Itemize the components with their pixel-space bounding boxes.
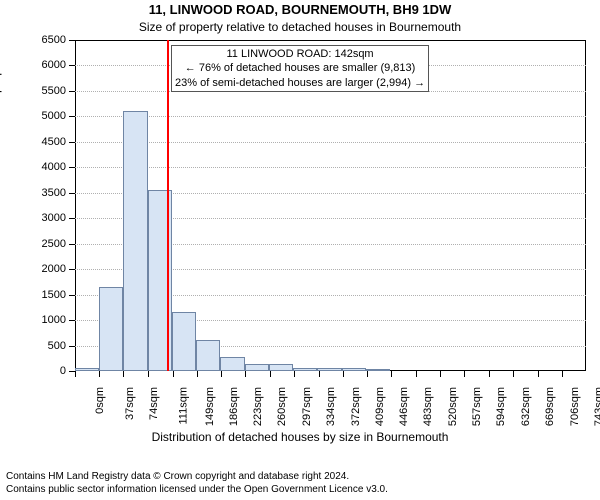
x-tick-label: 111sqm xyxy=(177,387,189,425)
x-tick xyxy=(538,371,539,377)
x-tick xyxy=(245,371,246,377)
histogram-bar xyxy=(269,364,293,371)
x-tick-label: 483sqm xyxy=(423,387,435,426)
x-tick xyxy=(99,371,100,377)
y-tick-label: 6000 xyxy=(6,59,66,71)
x-tick xyxy=(343,371,344,377)
y-tick-label: 1500 xyxy=(6,289,66,301)
x-tick-label: 74sqm xyxy=(149,387,161,420)
y-axis-label: Number of detached properties xyxy=(0,40,2,205)
x-tick-label: 149sqm xyxy=(204,387,216,426)
y-tick-label: 4500 xyxy=(6,136,66,148)
histogram-bar xyxy=(75,368,99,371)
annotation-line2: ← 76% of detached houses are smaller (9,… xyxy=(175,61,425,75)
x-tick xyxy=(562,371,563,377)
histogram-bar xyxy=(293,368,317,371)
y-tick xyxy=(69,142,75,143)
y-tick-label: 5500 xyxy=(6,85,66,97)
gridline xyxy=(75,167,586,168)
y-tick xyxy=(69,116,75,117)
y-tick xyxy=(69,40,75,41)
y-tick-label: 5000 xyxy=(6,110,66,122)
title-address: 11, LINWOOD ROAD, BOURNEMOUTH, BH9 1DW xyxy=(0,2,600,17)
chart-container: 11, LINWOOD ROAD, BOURNEMOUTH, BH9 1DW S… xyxy=(0,0,600,500)
x-tick xyxy=(123,371,124,377)
histogram-bar xyxy=(196,340,220,371)
x-tick-label: 297sqm xyxy=(301,387,313,426)
y-tick xyxy=(69,295,75,296)
x-tick-label: 0sqm xyxy=(94,387,106,414)
x-tick xyxy=(513,371,514,377)
x-tick-label: 669sqm xyxy=(544,387,556,426)
x-tick-label: 632sqm xyxy=(520,387,532,426)
histogram-bar xyxy=(220,357,244,371)
x-tick-label: 186sqm xyxy=(228,387,240,426)
x-tick xyxy=(221,371,222,377)
x-tick xyxy=(367,371,368,377)
x-tick xyxy=(294,371,295,377)
annotation-line1: 11 LINWOOD ROAD: 142sqm xyxy=(175,47,425,61)
x-tick-label: 743sqm xyxy=(593,387,600,426)
y-tick-label: 3500 xyxy=(6,187,66,199)
y-tick-label: 6500 xyxy=(6,34,66,46)
x-tick-label: 446sqm xyxy=(398,387,410,426)
gridline xyxy=(75,116,586,117)
x-axis-title: Distribution of detached houses by size … xyxy=(0,430,600,444)
histogram-bar xyxy=(366,369,390,371)
x-tick-label: 372sqm xyxy=(350,387,362,426)
y-tick xyxy=(69,193,75,194)
x-tick-label: 260sqm xyxy=(276,387,288,426)
y-tick-label: 1000 xyxy=(6,314,66,326)
x-tick-label: 520sqm xyxy=(447,387,459,426)
histogram-bar xyxy=(317,368,341,371)
y-tick xyxy=(69,320,75,321)
histogram-bar xyxy=(342,368,366,371)
x-tick-label: 37sqm xyxy=(124,387,136,420)
x-tick-label: 223sqm xyxy=(252,387,264,426)
histogram-bar xyxy=(123,111,147,371)
histogram-bar xyxy=(99,287,123,371)
y-tick-label: 0 xyxy=(6,365,66,377)
annotation-line3: 23% of semi-detached houses are larger (… xyxy=(175,76,425,90)
y-tick-label: 2500 xyxy=(6,238,66,250)
y-tick xyxy=(69,269,75,270)
x-tick-label: 409sqm xyxy=(374,387,386,426)
x-tick-label: 334sqm xyxy=(325,387,337,426)
y-tick xyxy=(69,218,75,219)
x-tick xyxy=(197,371,198,377)
y-tick xyxy=(69,346,75,347)
x-tick xyxy=(173,371,174,377)
x-tick-label: 557sqm xyxy=(471,387,483,426)
gridline xyxy=(75,142,586,143)
x-tick xyxy=(464,371,465,377)
reference-line xyxy=(167,40,169,371)
y-tick xyxy=(69,91,75,92)
x-tick-label: 594sqm xyxy=(495,387,507,426)
x-tick xyxy=(148,371,149,377)
y-tick-label: 2000 xyxy=(6,263,66,275)
x-tick xyxy=(75,371,76,377)
histogram-bar xyxy=(172,312,196,371)
attribution-footer: Contains HM Land Registry data © Crown c… xyxy=(6,471,388,496)
y-tick xyxy=(69,244,75,245)
footer-line2: Contains public sector information licen… xyxy=(6,484,388,497)
x-tick xyxy=(391,371,392,377)
x-tick xyxy=(319,371,320,377)
x-tick xyxy=(270,371,271,377)
y-tick-label: 4000 xyxy=(6,161,66,173)
y-tick xyxy=(69,167,75,168)
footer-line1: Contains HM Land Registry data © Crown c… xyxy=(6,471,388,484)
x-tick xyxy=(416,371,417,377)
y-tick xyxy=(69,65,75,66)
y-tick-label: 500 xyxy=(6,340,66,352)
title-description: Size of property relative to detached ho… xyxy=(0,20,600,34)
histogram-bar xyxy=(245,364,269,371)
annotation-box: 11 LINWOOD ROAD: 142sqm ← 76% of detache… xyxy=(171,45,429,92)
x-tick xyxy=(440,371,441,377)
x-tick xyxy=(489,371,490,377)
y-tick-label: 3000 xyxy=(6,212,66,224)
x-tick-label: 706sqm xyxy=(569,387,581,426)
